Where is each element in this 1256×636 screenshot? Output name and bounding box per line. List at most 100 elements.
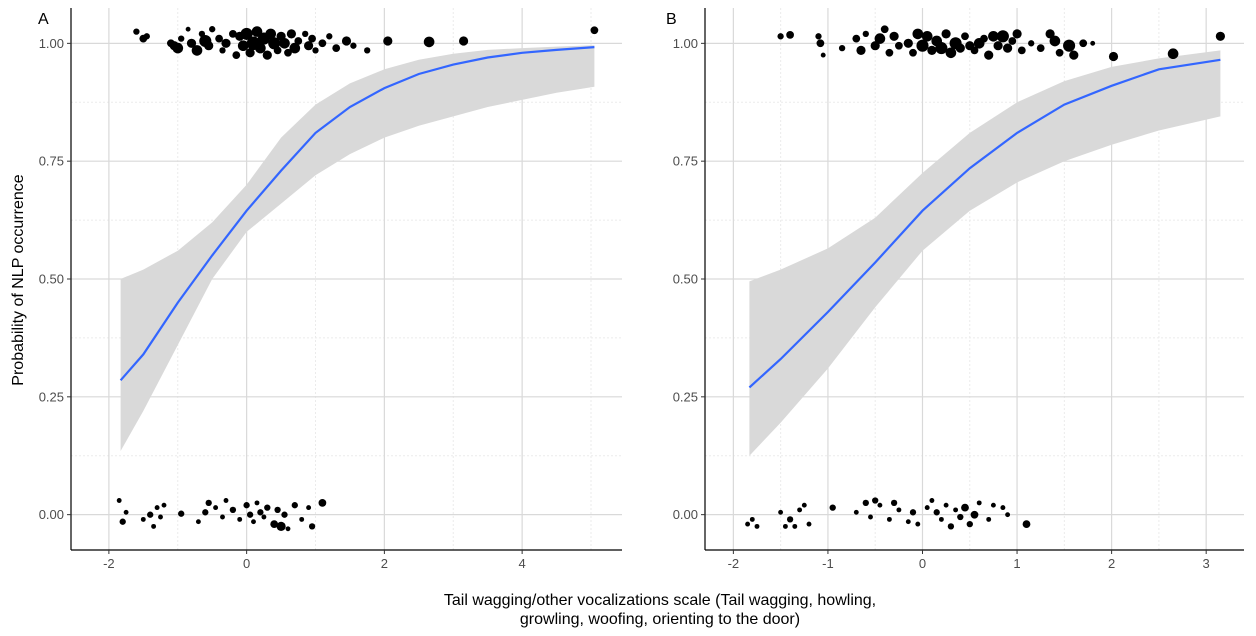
data-point (838, 44, 846, 52)
data-point (1036, 44, 1045, 52)
data-point (984, 50, 994, 60)
data-point (797, 507, 803, 513)
data-point (251, 26, 263, 37)
data-point (862, 499, 869, 507)
data-point (232, 51, 241, 59)
data-point (1090, 40, 1096, 46)
data-point (1063, 39, 1076, 52)
data-point (909, 48, 917, 57)
data-point (749, 516, 755, 522)
data-point (237, 40, 249, 52)
data-point (423, 36, 435, 48)
data-point (970, 46, 979, 55)
data-point (268, 37, 281, 50)
data-point (986, 516, 992, 522)
data-point (116, 498, 122, 503)
data-point (245, 48, 255, 58)
data-point (220, 514, 225, 520)
data-point (270, 520, 279, 528)
data-point (240, 27, 253, 40)
data-point (318, 39, 327, 48)
y-tick-label: 0.00 (39, 507, 64, 522)
data-point (326, 33, 333, 40)
data-point (318, 499, 327, 507)
data-point (237, 516, 243, 522)
data-point (1215, 31, 1225, 41)
data-point (754, 523, 760, 529)
data-point (140, 516, 146, 522)
data-point (312, 47, 319, 54)
data-point (947, 523, 955, 530)
data-point (957, 513, 964, 521)
data-point (872, 497, 879, 504)
confidence-band (749, 50, 1221, 456)
data-point (912, 28, 924, 40)
data-point (889, 31, 899, 41)
data-point (886, 516, 892, 522)
data-point (1003, 43, 1013, 53)
data-point (191, 45, 203, 56)
data-point (383, 36, 393, 46)
data-point (903, 38, 913, 48)
data-point (1055, 48, 1064, 57)
x-tick-label: 2 (1108, 556, 1115, 571)
data-point (941, 29, 951, 39)
data-point (820, 52, 826, 58)
data-point (143, 33, 150, 40)
data-point (306, 505, 312, 511)
data-point (213, 505, 219, 511)
data-point (955, 43, 965, 53)
data-point (158, 514, 163, 520)
data-point (953, 507, 959, 513)
data-point (801, 502, 807, 508)
data-point (905, 519, 911, 525)
data-point (251, 519, 256, 525)
confidence-band (120, 45, 595, 451)
data-point (915, 521, 921, 527)
x-tick-label: 4 (519, 556, 526, 571)
data-point (924, 505, 930, 511)
data-point (178, 35, 185, 42)
data-point (896, 507, 902, 513)
data-point (341, 36, 352, 46)
x-tick-label: -1 (822, 556, 834, 571)
panel-label: B (666, 11, 677, 28)
data-point (816, 39, 825, 48)
data-point (929, 498, 935, 503)
x-tick-label: -2 (728, 556, 740, 571)
data-point (261, 514, 267, 520)
data-point (961, 32, 969, 41)
data-point (938, 516, 944, 522)
data-point (229, 506, 237, 514)
data-point (885, 48, 894, 57)
data-point (291, 502, 298, 509)
data-point (255, 42, 266, 54)
data-point (257, 509, 264, 516)
data-point (147, 511, 154, 518)
data-point (289, 42, 301, 54)
data-point (916, 39, 929, 52)
data-point (246, 511, 254, 518)
data-point (921, 30, 933, 42)
y-axis-title: Probability of NLP occurrence (10, 174, 27, 385)
data-point (1022, 520, 1031, 528)
data-point (961, 503, 969, 512)
data-point (996, 30, 1009, 43)
data-point (1069, 50, 1079, 60)
data-point (806, 521, 812, 527)
data-point (243, 502, 250, 509)
data-point (364, 47, 371, 54)
data-point (976, 500, 982, 506)
data-point (1079, 39, 1088, 48)
data-point (154, 505, 160, 511)
data-point (1017, 46, 1026, 55)
x-tick-label: 3 (1203, 556, 1210, 571)
x-axis-title-line2: growling, woofing, orienting to the door… (520, 611, 800, 628)
data-point (285, 526, 291, 532)
fit-curve (748, 58, 1221, 389)
data-point (970, 510, 979, 519)
data-point (862, 30, 869, 38)
data-point (880, 25, 889, 34)
data-point (590, 26, 599, 35)
